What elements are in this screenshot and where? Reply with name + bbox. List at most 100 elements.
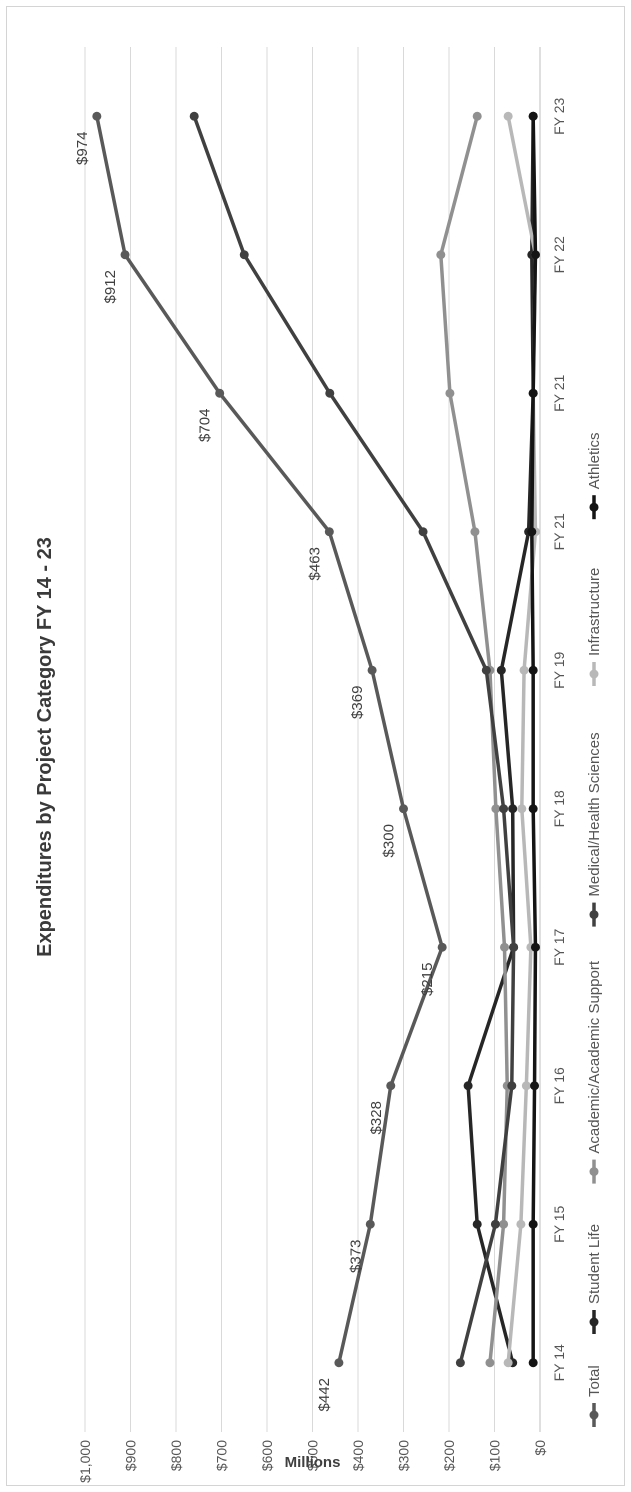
y-tick-label: $700 bbox=[214, 1440, 230, 1471]
data-point-total bbox=[324, 527, 334, 537]
x-tick-label: FY 21 bbox=[551, 374, 567, 411]
legend-label: Academic/Academic Support bbox=[586, 960, 603, 1153]
data-point-total bbox=[437, 942, 447, 952]
data-label: $442 bbox=[316, 1378, 333, 1411]
data-point-athletics bbox=[530, 1081, 540, 1091]
data-label: $463 bbox=[306, 547, 323, 580]
data-point-medical-health-sciences bbox=[239, 250, 249, 260]
data-label: $328 bbox=[368, 1101, 385, 1134]
data-point-infrastructure bbox=[517, 804, 527, 814]
data-label: $369 bbox=[349, 686, 366, 719]
legend-item-total: Total bbox=[586, 1365, 603, 1427]
data-point-student-life bbox=[472, 1219, 482, 1229]
data-label: $704 bbox=[197, 409, 214, 442]
data-point-infrastructure bbox=[503, 1358, 513, 1368]
line-chart: $0 $100 $200 $300 $400 $500 $600 $700 $800 $900 $1… bbox=[34, 47, 603, 1483]
axes: $0 $100 $200 $300 $400 $500 $600 $700 $800 $900 $1… bbox=[77, 47, 567, 1483]
series-line-medical-health-sciences bbox=[192, 115, 516, 1364]
data-label: $912 bbox=[102, 270, 119, 303]
data-label: $373 bbox=[347, 1240, 364, 1273]
legend-label: Total bbox=[586, 1365, 603, 1397]
x-tick-label: FY 16 bbox=[551, 1067, 567, 1104]
data-point-academic-academic-support bbox=[491, 804, 501, 814]
data-labels: $442 $373 $328 $215 $300 $369 $463 $704 $912 $974 bbox=[74, 132, 436, 1412]
data-point-infrastructure bbox=[516, 1219, 526, 1229]
data-point-academic-academic-support bbox=[436, 250, 446, 260]
y-tick-label: $300 bbox=[396, 1440, 412, 1471]
legend-swatch-marker bbox=[589, 502, 599, 512]
data-point-total bbox=[215, 388, 225, 398]
data-point-athletics bbox=[528, 388, 538, 398]
legend-label: Student Life bbox=[586, 1224, 603, 1304]
y-tick-label: $600 bbox=[259, 1440, 275, 1471]
chart-frame: $0 $100 $200 $300 $400 $500 $600 $700 $800 $900 $1… bbox=[6, 6, 625, 1486]
legend: Total Student Life Academic/Academic Suppo… bbox=[586, 432, 603, 1427]
data-point-medical-health-sciences bbox=[325, 388, 335, 398]
y-tick-label: $0 bbox=[532, 1440, 548, 1456]
data-point-total bbox=[399, 804, 408, 814]
data-point-student-life bbox=[508, 804, 518, 814]
data-point-infrastructure bbox=[521, 1081, 531, 1091]
legend-label: Infrastructure bbox=[586, 568, 603, 656]
data-point-athletics bbox=[527, 527, 537, 537]
series-line-athletics bbox=[530, 116, 538, 1363]
x-tick-label: FY 18 bbox=[551, 790, 567, 827]
data-point-academic-academic-support bbox=[470, 527, 480, 537]
data-point-medical-health-sciences bbox=[455, 1358, 465, 1368]
data-point-infrastructure bbox=[503, 111, 513, 121]
data-label: $974 bbox=[74, 132, 91, 165]
data-point-total bbox=[92, 111, 102, 121]
data-point-total bbox=[334, 1358, 344, 1368]
x-tick-label: FY 23 bbox=[551, 97, 567, 134]
x-tick-label: FY 21 bbox=[551, 513, 567, 550]
data-point-academic-academic-support bbox=[472, 111, 482, 121]
data-point-academic-academic-support bbox=[500, 942, 510, 952]
gridlines bbox=[84, 47, 495, 1432]
data-point-athletics bbox=[528, 804, 538, 814]
y-tick-label: $1,000 bbox=[77, 1440, 93, 1483]
x-tick-label: FY 14 bbox=[551, 1344, 567, 1381]
data-point-medical-health-sciences bbox=[490, 1219, 500, 1229]
legend-item-medical-health-sciences: Medical/Health Sciences bbox=[586, 732, 603, 927]
data-point-total bbox=[365, 1219, 375, 1229]
data-point-athletics bbox=[528, 1358, 538, 1368]
series-line-student-life bbox=[466, 116, 535, 1364]
x-tick-label: FY 22 bbox=[551, 236, 567, 273]
data-point-athletics bbox=[528, 111, 538, 121]
data-point-medical-health-sciences bbox=[509, 942, 519, 952]
y-tick-label: $100 bbox=[487, 1440, 503, 1471]
y-tick-label: $200 bbox=[441, 1440, 457, 1471]
legend-label: Medical/Health Sciences bbox=[586, 732, 603, 896]
legend-swatch-marker bbox=[589, 910, 599, 920]
data-point-academic-academic-support bbox=[499, 1219, 509, 1229]
y-tick-label: $900 bbox=[123, 1440, 139, 1471]
data-point-student-life bbox=[496, 665, 506, 675]
data-point-medical-health-sciences bbox=[418, 527, 428, 537]
data-point-athletics bbox=[530, 942, 540, 952]
y-tick-label: $800 bbox=[168, 1440, 184, 1471]
legend-swatch-marker bbox=[589, 1410, 599, 1420]
data-point-total bbox=[120, 250, 130, 260]
y-tick-label: $500 bbox=[305, 1440, 321, 1471]
x-tick-label: FY 15 bbox=[551, 1205, 567, 1242]
legend-item-student-life: Student Life bbox=[586, 1224, 603, 1334]
data-point-student-life bbox=[463, 1081, 473, 1091]
data-point-medical-health-sciences bbox=[499, 804, 509, 814]
series-lines bbox=[92, 111, 540, 1368]
legend-label: Athletics bbox=[586, 432, 603, 489]
data-label: $215 bbox=[419, 963, 436, 996]
chart-title: Expenditures by Project Category FY 14 -… bbox=[34, 537, 56, 957]
data-point-medical-health-sciences bbox=[481, 665, 491, 675]
data-point-infrastructure bbox=[519, 665, 529, 675]
data-point-medical-health-sciences bbox=[189, 111, 199, 121]
y-axis-title: Millions bbox=[285, 1454, 341, 1471]
data-point-total bbox=[386, 1081, 396, 1091]
legend-item-academic-academic-support: Academic/Academic Support bbox=[586, 960, 603, 1184]
data-point-academic-academic-support bbox=[445, 388, 455, 398]
legend-item-athletics: Athletics bbox=[586, 432, 603, 520]
data-point-athletics bbox=[530, 250, 540, 260]
x-tick-label: FY 19 bbox=[551, 651, 567, 688]
series-line-academic-academic-support bbox=[439, 115, 509, 1363]
x-tick-label: FY 17 bbox=[551, 928, 567, 965]
data-label: $300 bbox=[381, 824, 398, 857]
